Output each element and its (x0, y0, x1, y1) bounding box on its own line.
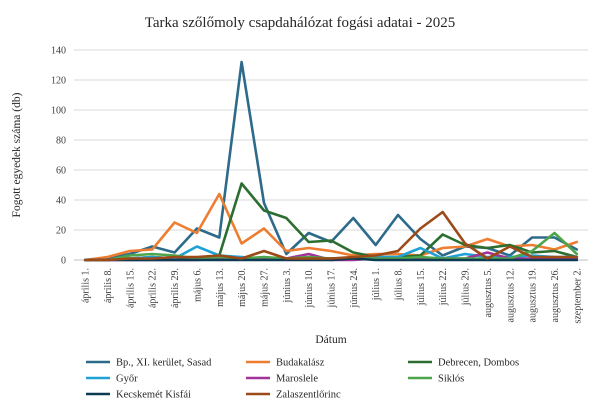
series-line-1 (83, 60, 579, 262)
x-tick-label: július 8. (394, 268, 405, 301)
y-tick-label: 20 (56, 226, 66, 237)
x-tick-label: április 1. (81, 268, 92, 303)
x-tick-label: július 29. (461, 268, 472, 306)
y-tick-label: 60 (56, 166, 66, 177)
x-tick-label: május 27. (259, 268, 270, 307)
x-tick-label: június 24. (349, 268, 360, 308)
legend-item: Győr (86, 374, 138, 385)
x-tick-label: április 15. (125, 268, 136, 308)
series-line-7 (83, 257, 579, 262)
series-line-2 (83, 192, 579, 262)
legend-item: Bp., XI. kerület, Sasad (86, 358, 212, 369)
x-tick-label: június 10. (304, 268, 315, 308)
legend: Bp., XI. kerület, Sasad Budakalász Debrece… (86, 358, 519, 401)
legend-item: Maroslele (246, 374, 318, 385)
x-axis-ticks: április 1. április 8. április 15. április 2… (81, 268, 584, 324)
legend-item: Budakalász (246, 358, 325, 369)
x-tick-label: május 6. (192, 268, 203, 302)
x-tick-label: június 3. (282, 268, 293, 303)
x-tick-label: május 20. (237, 268, 248, 307)
x-tick-label: augusztus 19. (528, 268, 539, 322)
legend-label: Siklós (438, 374, 464, 385)
legend-label: Kecskemét Kisfái (116, 390, 191, 401)
y-tick-label: 140 (51, 46, 66, 57)
legend-item: Siklós (408, 374, 464, 385)
x-tick-label: augusztus 5. (483, 268, 494, 317)
x-tick-label: április 8. (103, 268, 114, 303)
x-tick-label: június 17. (327, 268, 338, 308)
legend-label: Zalaszentlőrinc (276, 390, 341, 401)
x-tick-label: augusztus 12. (505, 268, 516, 322)
x-tick-label: április 29. (170, 268, 181, 308)
x-tick-label: július 1. (371, 268, 382, 301)
chart-title: Tarka szőlőmoly csapdahálózat fogási ada… (145, 15, 456, 31)
legend-item: Kecskemét Kisfái (86, 390, 191, 401)
x-tick-label: szeptember 2. (572, 268, 583, 324)
x-tick-label: július 15. (416, 268, 427, 306)
legend-label: Győr (116, 374, 138, 385)
grid-lines (74, 49, 588, 231)
legend-label: Bp., XI. kerület, Sasad (116, 358, 212, 369)
x-tick-label: július 22. (438, 268, 449, 306)
y-tick-label: 100 (51, 106, 66, 117)
y-tick-label: 120 (51, 76, 66, 87)
legend-label: Budakalász (276, 358, 325, 369)
x-tick-label: augusztus 26. (550, 268, 561, 322)
x-tick-label: május 13. (215, 268, 226, 307)
x-axis-title: Dátum (315, 334, 346, 346)
x-tick-label: április 22. (148, 268, 159, 308)
y-axis-title: Fogott egyedek száma (db) (11, 92, 23, 217)
y-tick-label: 80 (56, 136, 66, 147)
legend-label: Debrecen, Dombos (438, 358, 519, 369)
legend-item: Debrecen, Dombos (408, 358, 519, 369)
y-tick-label: 0 (61, 256, 66, 267)
legend-label: Maroslele (276, 374, 318, 385)
legend-item: Zalaszentlőrinc (246, 390, 341, 401)
series-line-8 (83, 210, 579, 262)
y-tick-label: 40 (56, 196, 66, 207)
series-lines (83, 60, 579, 262)
y-axis-ticks: 0 20 40 60 80 100 120 140 (51, 46, 66, 267)
